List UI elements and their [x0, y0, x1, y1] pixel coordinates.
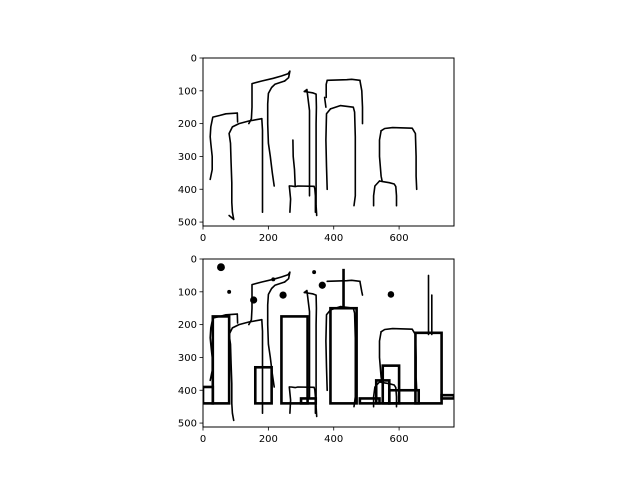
sketch-stroke [329, 104, 357, 207]
image-content [209, 70, 418, 221]
sketch-stroke [325, 79, 328, 99]
y-tick-label: 0 [191, 255, 197, 266]
sketch-stroke [261, 318, 264, 414]
sketch-stroke [288, 185, 317, 213]
dot-mark [312, 270, 317, 275]
sketch-stroke [303, 289, 311, 398]
image-content [203, 263, 454, 422]
sketch-stroke [248, 271, 291, 326]
sketch-stroke [326, 78, 361, 82]
building-rect [358, 397, 381, 405]
dot-mark [318, 281, 326, 289]
building-rect [280, 315, 309, 405]
top-panel: 0 200 400 600 0 100 200 300 400 500 [178, 54, 455, 244]
sketch-stroke [378, 180, 398, 207]
y-tick-label: 100 [178, 86, 197, 97]
x-tick-label: 600 [390, 434, 409, 445]
x-tick-label: 400 [324, 434, 343, 445]
dot-mark [217, 263, 225, 272]
y-tick-label: 500 [178, 419, 197, 430]
sketch-stroke [303, 291, 314, 295]
y-tick-label: 400 [178, 386, 197, 397]
dot-mark [387, 291, 395, 298]
x-tick-label: 200 [259, 434, 278, 445]
building-rect [203, 385, 215, 405]
sketch-stroke [292, 139, 296, 187]
sketch-stroke [288, 386, 292, 414]
dot-mark [250, 296, 258, 304]
y-tick-label: 400 [178, 185, 197, 196]
y-tick-label: 300 [178, 353, 197, 364]
sketch-stroke [288, 185, 292, 213]
y-tick-label: 100 [178, 287, 197, 298]
sketch-stroke [209, 112, 239, 181]
sketch-stroke [325, 309, 332, 392]
sketch-stroke [359, 280, 364, 296]
sketch-stroke [326, 279, 361, 283]
y-tick-label: 0 [191, 54, 197, 65]
sketch-stroke [303, 88, 311, 197]
sketch-stroke [303, 90, 314, 94]
y-tick-label: 200 [178, 119, 197, 130]
x-tick-label: 200 [259, 233, 278, 244]
sketch-stroke [209, 313, 239, 382]
sketch-stroke [228, 117, 263, 221]
dot-mark [279, 291, 287, 299]
bottom-panel: 0 200 400 600 0 100 200 300 400 500 [178, 255, 455, 445]
sketch-stroke [329, 305, 357, 408]
dot-mark [227, 289, 232, 294]
sketch-stroke [325, 108, 332, 191]
sketch-stroke [228, 318, 263, 422]
sketch-stroke [378, 331, 383, 383]
x-tick-label: 0 [200, 233, 206, 244]
sketch-stroke [378, 130, 383, 182]
y-tick-label: 500 [178, 218, 197, 229]
building-rect [440, 393, 454, 400]
sketch-stroke [248, 70, 291, 125]
building-rect [387, 388, 421, 405]
sketch-stroke [372, 180, 381, 207]
x-tick-label: 0 [200, 434, 206, 445]
sketch-stroke [380, 126, 418, 191]
x-tick-label: 400 [324, 233, 343, 244]
building-rect [253, 365, 273, 405]
y-tick-label: 300 [178, 152, 197, 163]
sketch-stroke [288, 386, 317, 414]
axes-frame [202, 258, 455, 428]
sketch-stroke [359, 79, 364, 125]
sketch-stroke [378, 381, 398, 408]
sketch-stroke [261, 117, 264, 213]
y-tick-label: 200 [178, 320, 197, 331]
dot-mark [271, 277, 276, 282]
axes-frame [202, 57, 455, 227]
x-tick-label: 600 [390, 233, 409, 244]
sketch-stroke [266, 281, 286, 388]
sketch-stroke [323, 96, 327, 108]
building-rect [414, 331, 443, 405]
building-rect [329, 306, 358, 405]
sketch-stroke [266, 80, 286, 187]
building-rect [299, 397, 318, 405]
building-rect [211, 315, 231, 405]
